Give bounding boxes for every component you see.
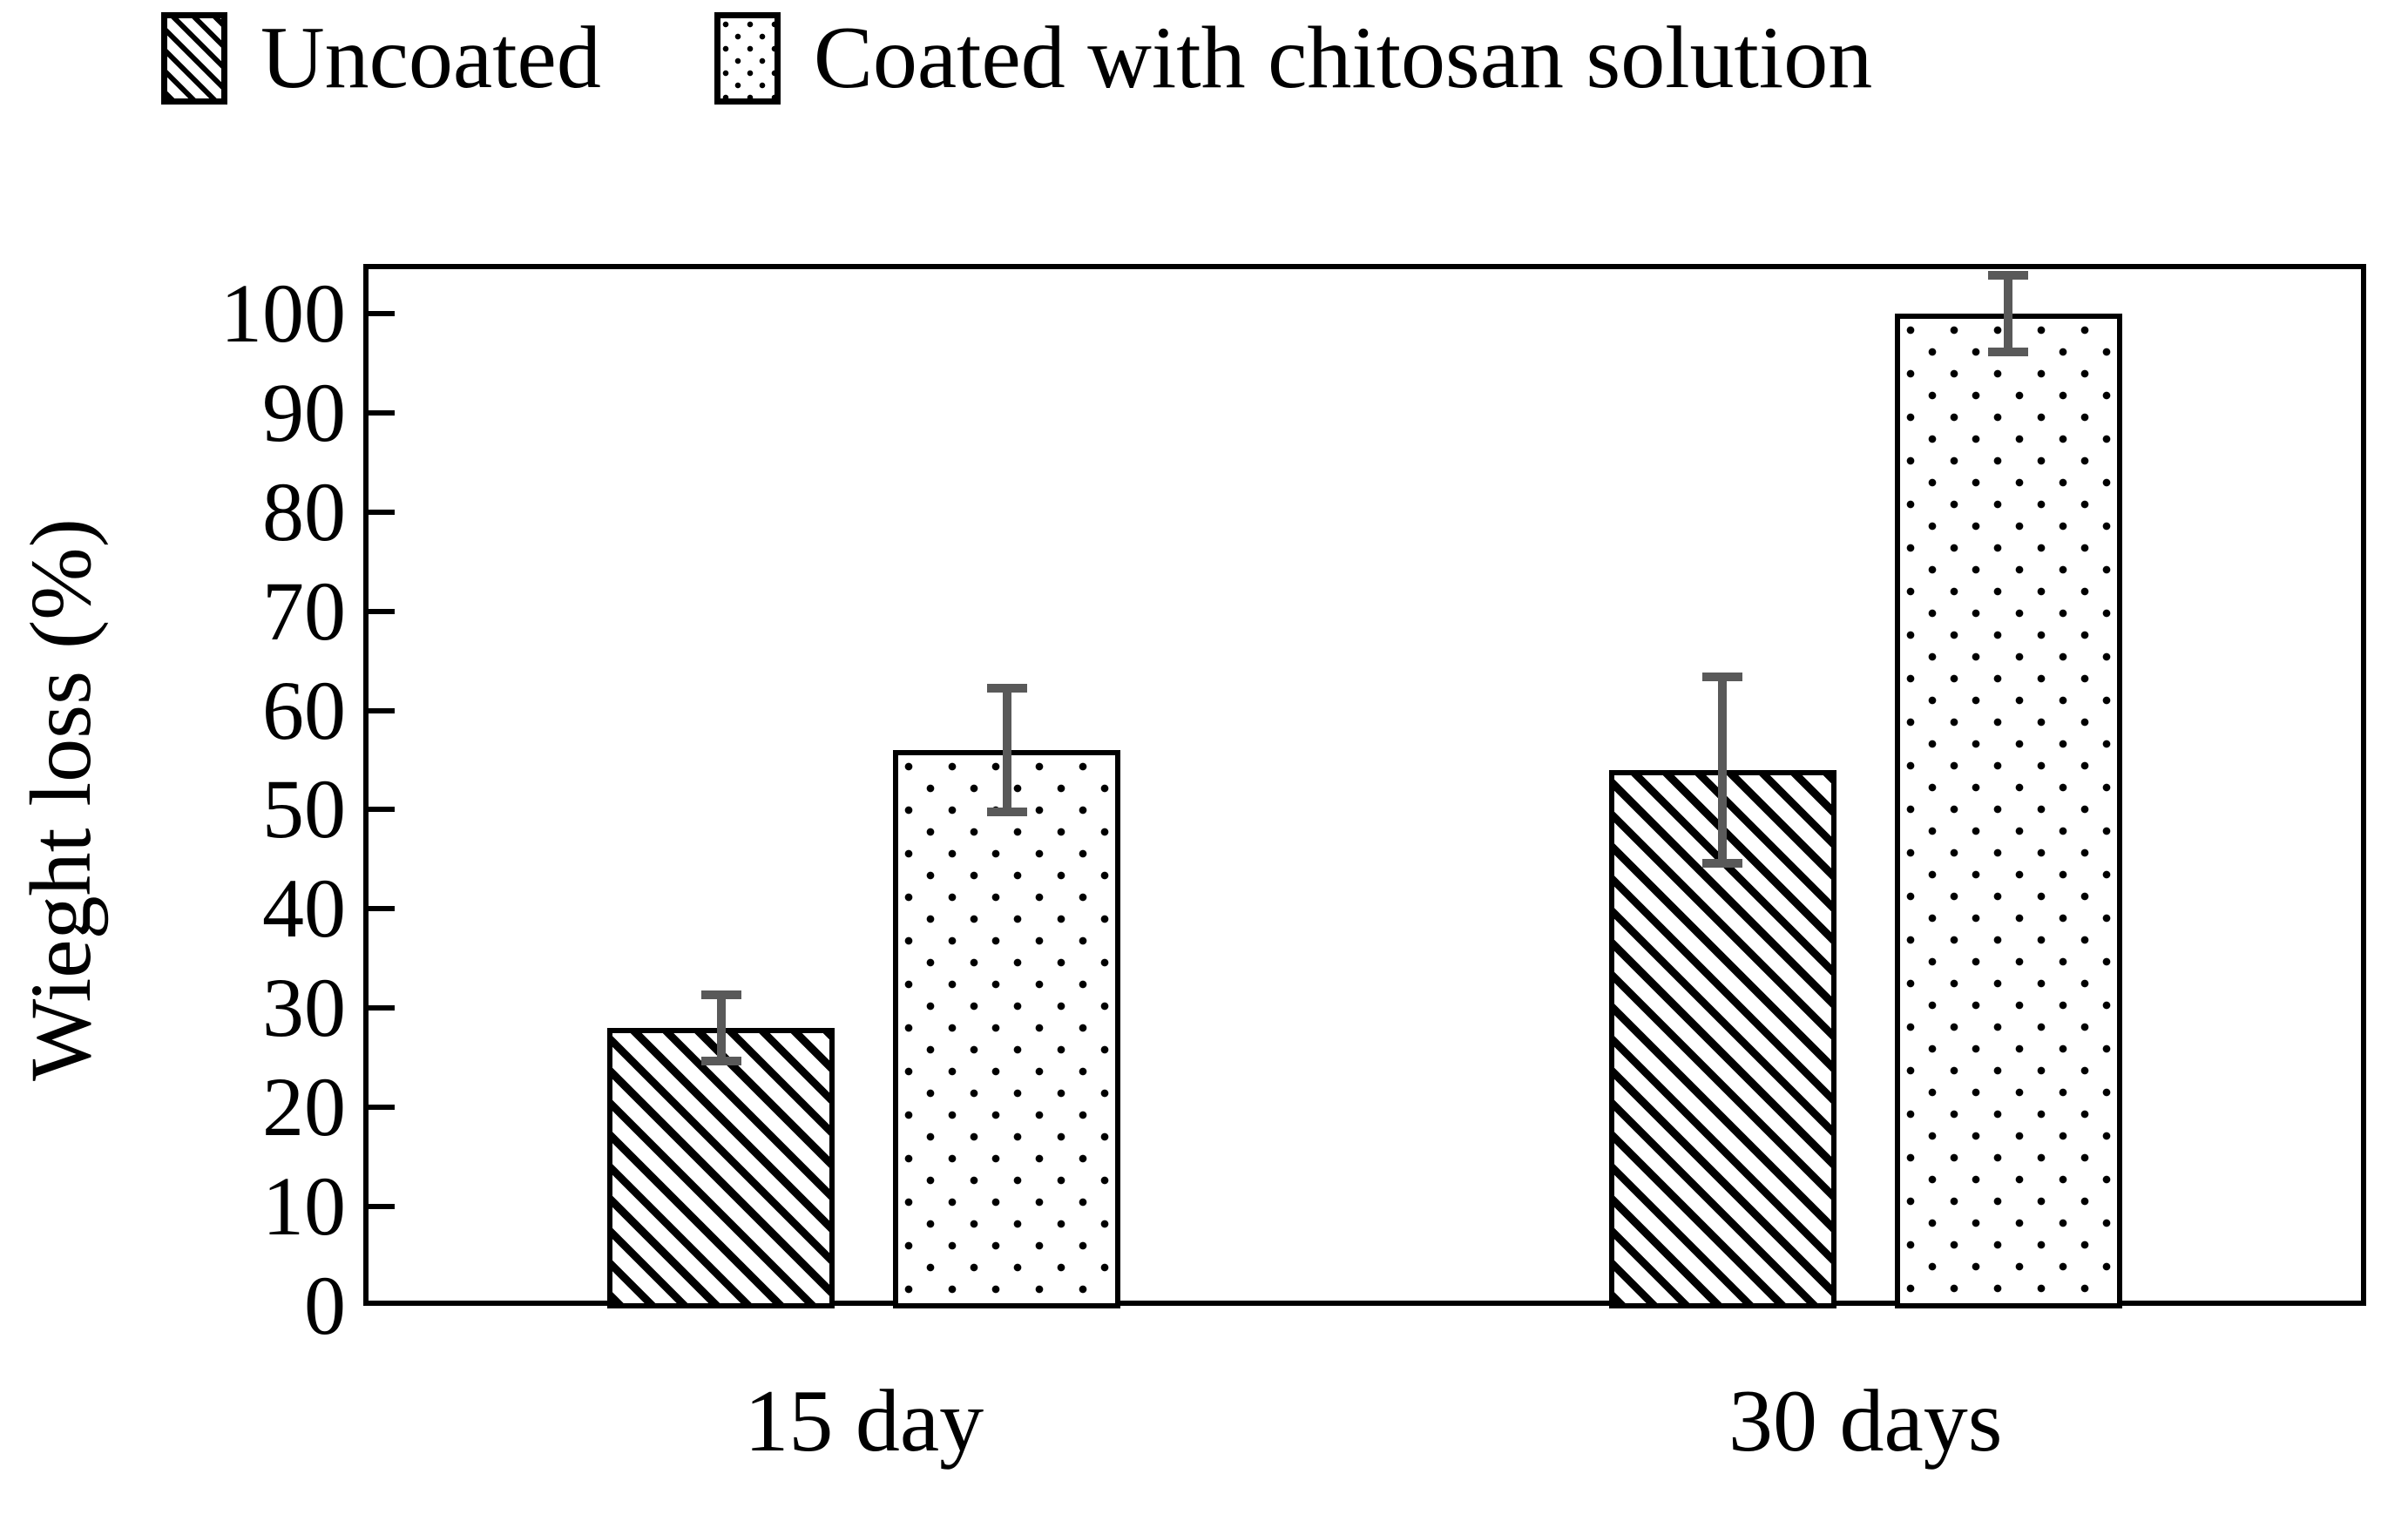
legend: Uncoated Coated with chitosan solution [161,10,1872,106]
legend-item: Uncoated [161,10,601,106]
error-bar-cap [1988,270,2029,280]
y-axis-tick [368,509,395,515]
y-axis-tick [368,1204,395,1210]
y-axis-tick [368,608,395,614]
dotted-square-icon [714,12,781,105]
error-bar [2004,270,2013,356]
y-axis-tick-label: 10 [262,1159,346,1254]
y-axis-tick-label: 80 [262,464,346,558]
y-axis-tick-label: 0 [304,1259,346,1352]
error-bar-cap [1702,673,1743,682]
hatched-square-icon [161,12,227,105]
legend-item: Coated with chitosan solution [714,10,1872,106]
legend-item-label: Coated with chitosan solution [813,9,1873,107]
y-axis-tick-label: 40 [262,862,346,956]
x-axis-category-label: 30 days [1728,1372,2003,1470]
error-bar-cap [700,1057,741,1066]
y-axis-tick-label: 30 [262,961,346,1055]
y-axis-tick [368,906,395,912]
bar-coated-15-day [893,750,1121,1308]
error-bar [1002,683,1011,817]
y-axis-tick-label: 50 [262,762,346,856]
x-axis-category-label: 15 day [744,1372,984,1470]
y-axis-tick [368,807,395,813]
y-axis-tick [368,707,395,713]
y-axis-tick-label: 70 [262,564,346,658]
bar-coated-30-days [1894,313,2122,1308]
y-axis-tick-label: 100 [220,266,346,360]
y-axis-tick [368,310,395,316]
error-bar-cap [986,683,1027,693]
error-bar-cap [986,808,1027,817]
error-bar-cap [1702,858,1743,868]
y-axis-tick [368,1105,395,1111]
error-bar-cap [1988,347,2029,356]
y-axis-tick-label: 90 [262,365,346,459]
bar-uncoated-15-day [607,1028,835,1308]
y-axis-tick [368,409,395,416]
legend-item-label: Uncoated [260,9,601,107]
y-axis-tick [368,1005,395,1011]
y-axis-tick-label: 60 [262,663,346,757]
error-bar [1718,673,1728,868]
error-bar-cap [700,990,741,999]
y-axis-tick-label: 20 [262,1060,346,1154]
error-bar [716,990,726,1066]
